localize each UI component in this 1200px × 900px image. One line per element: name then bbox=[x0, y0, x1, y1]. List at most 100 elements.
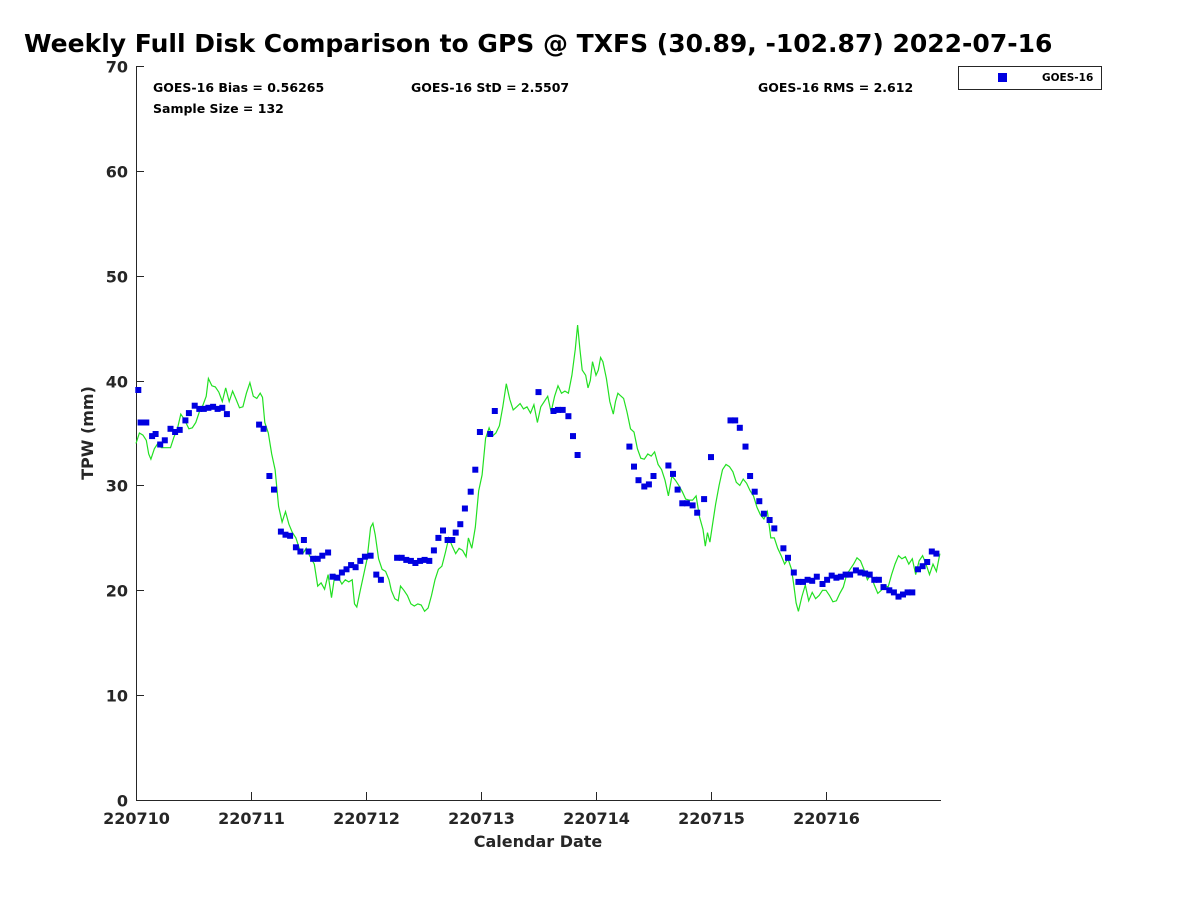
goes16-data-point bbox=[915, 566, 921, 573]
goes16-data-point bbox=[167, 425, 174, 432]
x-ticks: 220710 220711 220712 220713 220714 220715 2207… bbox=[103, 792, 860, 828]
y-tick-label: 0 bbox=[117, 792, 128, 811]
goes16-data-point bbox=[172, 429, 179, 435]
goes16-data-point bbox=[191, 402, 198, 409]
goes16-data-point bbox=[928, 548, 935, 555]
goes16-data-point bbox=[742, 443, 749, 450]
legend-label-goes16: GOES-16 bbox=[1042, 72, 1093, 84]
goes16-data-point bbox=[407, 557, 414, 564]
goes16-data-point bbox=[665, 462, 672, 469]
goes16-data-point bbox=[314, 555, 321, 562]
goes16-data-point bbox=[266, 473, 273, 479]
axes bbox=[136, 66, 941, 801]
goes16-data-point bbox=[367, 552, 374, 559]
goes16-data-point bbox=[260, 425, 267, 432]
goes16-data-point bbox=[909, 589, 916, 596]
goes16-data-point bbox=[790, 569, 797, 576]
y-tick-label: 70 bbox=[106, 58, 128, 77]
goes16-data-point bbox=[200, 405, 207, 412]
y-tick-label: 10 bbox=[106, 687, 128, 706]
goes16-data-point bbox=[329, 573, 336, 580]
goes16-data-point bbox=[871, 576, 878, 583]
goes16-data-point bbox=[223, 411, 230, 418]
goes16-data-point bbox=[487, 431, 494, 437]
goes16-data-point bbox=[857, 569, 864, 576]
goes16-data-point bbox=[467, 488, 474, 495]
x-tick-label: 220715 bbox=[678, 809, 745, 828]
goes16-data-point bbox=[626, 443, 633, 450]
goes16-data-point bbox=[491, 408, 498, 414]
goes16-data-point bbox=[143, 419, 150, 426]
goes16-data-point bbox=[886, 587, 893, 594]
goes16-data-point bbox=[361, 553, 368, 560]
goes16-data-point bbox=[760, 510, 767, 517]
goes16-data-point bbox=[837, 573, 844, 580]
x-tick-label: 220713 bbox=[448, 809, 515, 828]
goes16-data-point bbox=[357, 557, 364, 564]
y-tick-label: 30 bbox=[106, 477, 128, 496]
goes16-data-point bbox=[847, 571, 854, 578]
goes16-data-point bbox=[828, 572, 835, 579]
goes16-data-point bbox=[824, 576, 831, 583]
goes16-data-point bbox=[430, 547, 437, 554]
goes16-data-point bbox=[785, 554, 791, 561]
goes16-data-point bbox=[343, 566, 350, 573]
goes16-data-point bbox=[271, 486, 277, 493]
goes16-data-point bbox=[256, 421, 263, 428]
goes16-data-point bbox=[694, 509, 701, 516]
goes16-data-point bbox=[833, 574, 840, 581]
goes16-data-point bbox=[210, 403, 217, 410]
goes16-data-point bbox=[890, 589, 897, 596]
std-stat: GOES-16 StD = 2.5507 bbox=[411, 80, 569, 95]
goes16-data-point bbox=[631, 463, 637, 470]
goes16-data-point bbox=[476, 429, 483, 435]
goes16-data-point bbox=[449, 537, 456, 543]
goes16-data-point bbox=[338, 569, 345, 576]
goes16-data-point bbox=[461, 505, 468, 512]
goes16-data-point bbox=[736, 424, 743, 431]
goes16-data-point bbox=[292, 544, 299, 551]
goes16-data-point bbox=[348, 562, 355, 569]
goes16-data-point bbox=[866, 571, 873, 578]
goes16-data-point bbox=[641, 483, 648, 490]
goes16-data-point bbox=[635, 477, 642, 484]
goes16-data-point bbox=[933, 550, 940, 557]
goes16-data-point bbox=[689, 502, 696, 509]
goes16-data-point bbox=[919, 563, 926, 570]
goes16-data-point bbox=[780, 545, 787, 552]
legend-marker-goes16 bbox=[998, 73, 1007, 82]
goes16-data-point bbox=[862, 570, 869, 577]
goes16-data-point bbox=[417, 557, 424, 564]
y-tick-label: 60 bbox=[106, 163, 128, 182]
goes16-data-point bbox=[137, 419, 144, 426]
goes16-data-point bbox=[149, 433, 156, 440]
goes16-data-point bbox=[708, 454, 714, 461]
goes16-data-point bbox=[440, 527, 446, 534]
sample-size-stat: Sample Size = 132 bbox=[153, 101, 284, 116]
goes16-data-point bbox=[555, 406, 561, 413]
goes16-data-point bbox=[559, 406, 566, 413]
x-tick-label: 220712 bbox=[333, 809, 400, 828]
goes16-data-point bbox=[727, 417, 734, 424]
goes16-data-point bbox=[800, 578, 806, 585]
goes16-data-point bbox=[287, 532, 294, 539]
goes16-data-point bbox=[804, 576, 811, 583]
chart-title: Weekly Full Disk Comparison to GPS @ TXF… bbox=[24, 29, 1053, 58]
goes16-data-point bbox=[152, 431, 159, 437]
x-tick-label: 220711 bbox=[218, 809, 285, 828]
legend-box bbox=[958, 66, 1102, 90]
goes16-data-point bbox=[751, 488, 758, 495]
goes16-data-point bbox=[334, 574, 341, 581]
goes16-data-point bbox=[282, 531, 289, 538]
goes16-data-point bbox=[852, 567, 859, 574]
goes16-data-point bbox=[875, 576, 882, 583]
goes16-data-point bbox=[394, 554, 401, 561]
goes16-data-point bbox=[219, 404, 226, 411]
gps-tpw-line bbox=[135, 324, 941, 613]
goes16-data-point bbox=[574, 452, 581, 458]
goes16-data-point bbox=[701, 496, 708, 503]
goes16-data-point bbox=[842, 571, 849, 578]
rms-stat: GOES-16 RMS = 2.612 bbox=[758, 80, 913, 95]
goes16-data-point bbox=[305, 548, 312, 555]
